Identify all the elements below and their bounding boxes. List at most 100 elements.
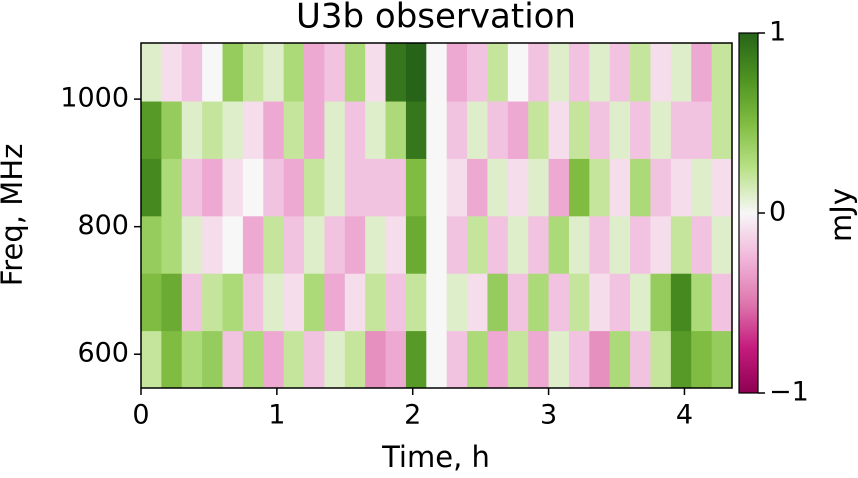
heatmap-cell xyxy=(222,101,244,159)
heatmap-cell xyxy=(304,273,325,332)
heatmap-cell xyxy=(222,273,244,332)
heatmap-cell xyxy=(650,215,672,274)
heatmap-cell xyxy=(344,273,366,332)
heatmap-cell xyxy=(141,43,162,102)
heatmap-cell xyxy=(467,101,488,159)
heatmap-cell xyxy=(467,43,488,102)
heatmap-cell xyxy=(650,101,672,159)
heatmap-cell xyxy=(344,43,366,102)
heatmap-cell xyxy=(324,273,346,332)
heatmap-cell xyxy=(344,158,366,217)
colorbar-tick-label: 1 xyxy=(769,17,786,48)
heatmap-cell xyxy=(426,101,448,159)
heatmap-cell xyxy=(202,158,224,217)
heatmap-cell xyxy=(467,330,488,389)
heatmap-cell xyxy=(589,43,611,102)
heatmap-cell xyxy=(324,215,346,274)
heatmap-cell xyxy=(487,273,509,332)
heatmap-cell xyxy=(711,330,733,389)
heatmap-cell xyxy=(568,101,590,159)
heatmap-cell xyxy=(141,158,162,217)
heatmap-cell xyxy=(548,215,570,274)
heatmap-cell xyxy=(630,101,651,159)
heatmap-cell xyxy=(446,215,468,274)
heatmap-cell xyxy=(263,273,285,332)
heatmap-cell xyxy=(161,215,183,274)
heatmap-cell xyxy=(691,158,713,217)
heatmap-cell xyxy=(609,101,631,159)
heatmap-cell xyxy=(568,215,590,274)
heatmap-cell xyxy=(630,330,651,389)
heatmap-cell xyxy=(161,43,183,102)
heatmap-cell xyxy=(202,215,224,274)
heatmap-cell xyxy=(711,273,733,332)
heatmap-cell xyxy=(242,273,264,332)
heatmap-cell xyxy=(344,101,366,159)
heatmap-cell xyxy=(691,215,713,274)
heatmap-cell xyxy=(283,330,305,389)
heatmap-cell xyxy=(426,330,448,389)
heatmap-cell xyxy=(589,158,611,217)
heatmap-cell xyxy=(670,330,692,389)
heatmap-cell xyxy=(181,273,203,332)
heatmap-cell xyxy=(426,43,448,102)
heatmap-cell xyxy=(181,158,203,217)
heatmap-cell xyxy=(365,101,387,159)
heatmap-cell xyxy=(283,101,305,159)
heatmap-cell xyxy=(446,43,468,102)
heatmap-cell xyxy=(691,273,713,332)
heatmap-cell xyxy=(670,273,692,332)
colorbar xyxy=(738,32,759,394)
heatmap-cell xyxy=(242,101,264,159)
heatmap-cell xyxy=(630,43,651,102)
heatmap-cell xyxy=(691,330,713,389)
x-tick-label: 0 xyxy=(132,400,149,431)
colorbar-label: mJy xyxy=(824,188,858,242)
heatmap-cell xyxy=(670,158,692,217)
heatmap-cell xyxy=(324,330,346,389)
heatmap-cell xyxy=(222,158,244,217)
heatmap-cell xyxy=(405,43,427,102)
heatmap-cell xyxy=(487,101,509,159)
heatmap-cell xyxy=(507,330,529,389)
heatmap-cell xyxy=(405,158,427,217)
heatmap-cell xyxy=(304,330,325,389)
heatmap-cell xyxy=(487,158,509,217)
plot-frame xyxy=(140,42,733,389)
heatmap-cell xyxy=(263,330,285,389)
heatmap-cell xyxy=(202,101,224,159)
heatmap-cell xyxy=(405,215,427,274)
heatmap-cell xyxy=(405,330,427,389)
heatmap-cell xyxy=(691,43,713,102)
heatmap-cell xyxy=(365,330,387,389)
heatmap-cell xyxy=(181,101,203,159)
heatmap-cell xyxy=(365,215,387,274)
heatmap-cell xyxy=(181,215,203,274)
heatmap-cell xyxy=(650,43,672,102)
heatmap-cell xyxy=(467,158,488,217)
heatmap-cell xyxy=(507,158,529,217)
heatmap-cell xyxy=(548,273,570,332)
heatmap-cell xyxy=(548,158,570,217)
heatmap-cell xyxy=(344,215,366,274)
heatmap-cell xyxy=(487,215,509,274)
y-axis-label: Freq, MHz xyxy=(0,144,29,287)
heatmap-cell xyxy=(568,330,590,389)
heatmap-cell xyxy=(242,158,264,217)
y-tick-label: 800 xyxy=(77,210,129,241)
heatmap-cell xyxy=(141,273,162,332)
heatmap-cell xyxy=(141,101,162,159)
heatmap-cell xyxy=(385,43,407,102)
heatmap-cell xyxy=(385,330,407,389)
heatmap-cell xyxy=(365,273,387,332)
heatmap-cell xyxy=(670,43,692,102)
heatmap-cell xyxy=(161,101,183,159)
heatmap-cell xyxy=(324,101,346,159)
heatmap-cell xyxy=(528,330,550,389)
heatmap-cell xyxy=(222,43,244,102)
heatmap-cell xyxy=(405,273,427,332)
heatmap-cell xyxy=(141,215,162,274)
heatmap-cell xyxy=(568,43,590,102)
heatmap-cell xyxy=(161,330,183,389)
heatmap-cell xyxy=(385,215,407,274)
